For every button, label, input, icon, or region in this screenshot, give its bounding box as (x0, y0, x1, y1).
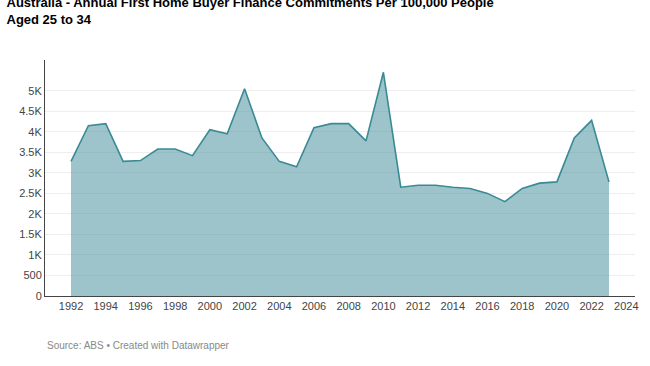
svg-text:3.5K: 3.5K (19, 146, 42, 158)
svg-text:2024: 2024 (614, 300, 638, 312)
svg-text:0: 0 (36, 290, 42, 302)
svg-text:4.5K: 4.5K (19, 105, 42, 117)
svg-text:Australia - Annual First Home: Australia - Annual First Home Buyer Fina… (7, 0, 494, 27)
svg-text:2014: 2014 (441, 300, 465, 312)
svg-text:1998: 1998 (163, 300, 187, 312)
svg-text:2020: 2020 (545, 300, 569, 312)
svg-text:2008: 2008 (336, 300, 360, 312)
svg-text:3K: 3K (28, 167, 42, 179)
svg-text:1996: 1996 (128, 300, 152, 312)
svg-text:1K: 1K (28, 249, 42, 261)
svg-text:2.5K: 2.5K (19, 187, 42, 199)
svg-text:2006: 2006 (302, 300, 326, 312)
svg-text:2016: 2016 (475, 300, 499, 312)
svg-text:4K: 4K (28, 126, 42, 138)
svg-text:1.5K: 1.5K (19, 228, 42, 240)
svg-text:1994: 1994 (93, 300, 117, 312)
svg-text:2010: 2010 (371, 300, 395, 312)
svg-text:2002: 2002 (232, 300, 256, 312)
svg-text:500: 500 (23, 269, 41, 281)
svg-text:1992: 1992 (59, 300, 83, 312)
svg-text:Source: ABS • Created with Dat: Source: ABS • Created with Datawrapper (47, 340, 230, 351)
svg-text:5K: 5K (28, 85, 42, 97)
svg-text:2004: 2004 (267, 300, 291, 312)
svg-text:2012: 2012 (406, 300, 430, 312)
svg-text:2000: 2000 (198, 300, 222, 312)
svg-text:2K: 2K (28, 208, 42, 220)
svg-text:2022: 2022 (579, 300, 603, 312)
svg-text:2018: 2018 (510, 300, 534, 312)
